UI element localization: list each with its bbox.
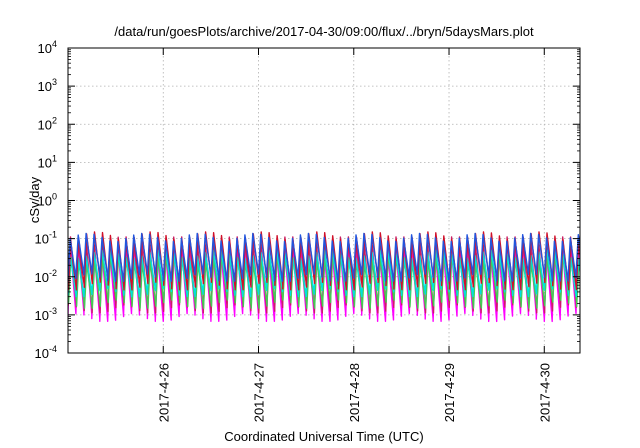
y-tick-label: 10-4 xyxy=(35,344,57,361)
x-tick-label: 2017-4-29 xyxy=(442,363,457,422)
x-tick-labels: 2017-4-26 2017-4-27 2017-4-28 2017-4-29 2017… xyxy=(156,363,552,422)
y-tick-label: 104 xyxy=(38,39,57,56)
x-axis-label: Coordinated Universal Time (UTC) xyxy=(224,429,423,444)
x-tick-label: 2017-4-28 xyxy=(347,363,362,422)
y-tick-label: 102 xyxy=(38,115,57,132)
x-tick-label: 2017-4-27 xyxy=(252,363,267,422)
series-layer xyxy=(68,231,580,323)
axes xyxy=(67,47,581,354)
chart-title: /data/run/goesPlots/archive/2017-04-30/0… xyxy=(114,24,534,39)
y-axis-label: cSv/day xyxy=(27,176,42,223)
x-tick-label: 2017-4-26 xyxy=(156,363,171,422)
y-tick-label: 103 xyxy=(38,77,57,94)
y-tick-label: 10-2 xyxy=(35,268,57,285)
y-tick-labels: 10-4 10-3 10-2 10-1 100 101 102 103 104 xyxy=(35,39,57,361)
plot-frame xyxy=(67,47,581,354)
y-tick-label: 101 xyxy=(38,153,57,170)
y-tick-label: 10-1 xyxy=(35,230,57,247)
series-line xyxy=(68,232,580,282)
y-tick-label: 100 xyxy=(38,192,57,209)
x-tick-label: 2017-4-30 xyxy=(537,363,552,422)
y-tick-label: 10-3 xyxy=(35,306,57,323)
